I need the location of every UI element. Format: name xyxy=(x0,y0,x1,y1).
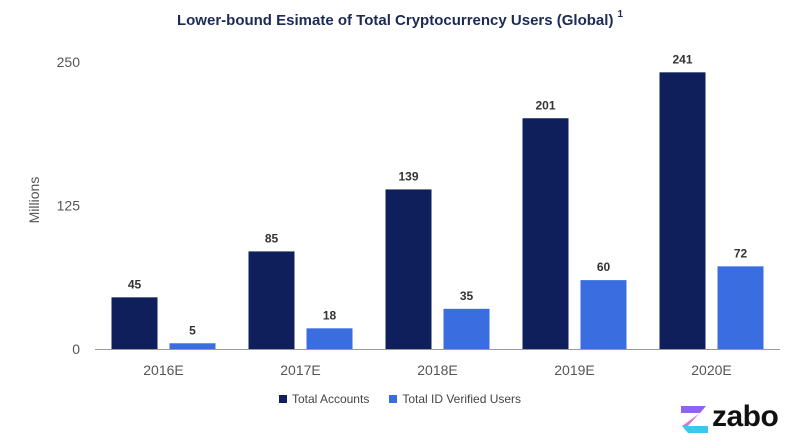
y-tick-label: 250 xyxy=(57,54,81,70)
zabo-logo-icon xyxy=(681,406,708,433)
data-label: 18 xyxy=(323,308,337,322)
y-tick-label: 0 xyxy=(72,341,80,357)
legend-label: Total ID Verified Users xyxy=(402,392,522,406)
legend-swatch xyxy=(278,395,287,403)
logo-text: zabo xyxy=(712,400,779,433)
data-label: 5 xyxy=(189,323,196,337)
data-label: 45 xyxy=(128,277,142,291)
data-label: 60 xyxy=(597,260,611,274)
legend-label: Total Accounts xyxy=(291,392,370,406)
x-tick-label: 2016E xyxy=(143,362,183,378)
chart-title: Lower-bound Esimate of Total Cryptocurre… xyxy=(0,9,800,29)
bar xyxy=(111,297,158,349)
bar xyxy=(717,266,764,349)
x-tick-label: 2018E xyxy=(417,362,457,378)
x-tick-label: 2019E xyxy=(554,362,594,378)
x-tick-label: 2020E xyxy=(691,362,731,378)
bar xyxy=(580,280,627,349)
data-label: 72 xyxy=(734,246,748,260)
y-tick-label: 125 xyxy=(57,198,81,214)
y-axis-label: Millions xyxy=(26,177,42,224)
bar xyxy=(248,251,295,349)
bar xyxy=(169,343,216,349)
data-label: 139 xyxy=(398,169,418,183)
data-label: 35 xyxy=(460,289,474,303)
data-label: 241 xyxy=(672,52,692,66)
data-label: 201 xyxy=(535,98,555,112)
chart-title-text: Lower-bound Esimate of Total Cryptocurre… xyxy=(176,12,614,29)
x-tick-label: 2017E xyxy=(280,362,320,378)
legend-item: Total Accounts xyxy=(278,392,370,406)
legend-item: Total ID Verified Users xyxy=(389,392,521,406)
bar xyxy=(659,72,706,349)
bar xyxy=(443,308,490,349)
legend-swatch xyxy=(389,395,398,403)
bar xyxy=(385,189,432,349)
bar xyxy=(522,118,569,349)
data-label: 85 xyxy=(265,231,279,245)
bar xyxy=(306,328,353,349)
title-footnote: 1 xyxy=(617,9,623,20)
zabo-logo: zabo xyxy=(678,400,790,438)
legend: Total Accounts Total ID Verified Users xyxy=(0,392,800,406)
